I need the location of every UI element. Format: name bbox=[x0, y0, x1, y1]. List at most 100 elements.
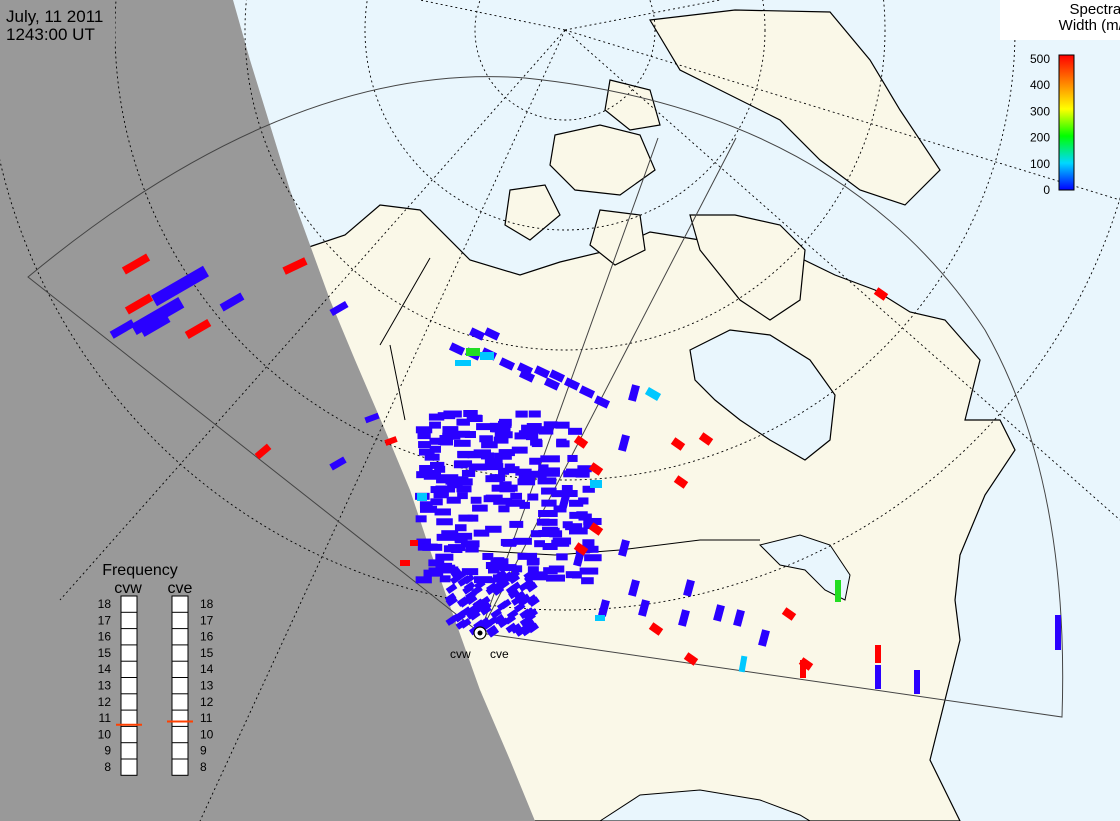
echo-cell bbox=[499, 598, 512, 610]
frequency-number-cvw: 9 bbox=[104, 744, 111, 758]
great-lakes bbox=[759, 534, 851, 601]
radar-echoes bbox=[109, 253, 1061, 694]
echo-cell bbox=[528, 410, 541, 418]
echo-cell bbox=[579, 567, 599, 575]
echo-cell bbox=[515, 410, 528, 418]
echo-cell bbox=[429, 421, 441, 429]
echo-cell bbox=[445, 477, 459, 485]
gulf-coast bbox=[599, 789, 811, 821]
echo-cell bbox=[459, 618, 472, 629]
radar-label-cvw: cvw bbox=[450, 647, 471, 661]
echo-cell bbox=[543, 421, 558, 429]
echo-cell bbox=[437, 412, 456, 420]
greenland bbox=[649, 9, 941, 206]
arctic-island-3 bbox=[589, 209, 646, 266]
frequency-scale-cve bbox=[171, 595, 189, 776]
echo-cell bbox=[523, 607, 535, 618]
frequency-title: Frequency bbox=[102, 562, 178, 579]
echo-cell bbox=[436, 533, 456, 541]
colorbar-tick-label: 0 bbox=[1043, 183, 1050, 197]
echo-cell bbox=[415, 515, 427, 523]
arctic-island-2 bbox=[504, 184, 561, 241]
echo-cell bbox=[551, 490, 567, 498]
echo-cell bbox=[439, 564, 456, 572]
echo-cell bbox=[628, 384, 640, 402]
echo-cell bbox=[445, 583, 458, 594]
echo-cell bbox=[455, 360, 471, 366]
echo-cell bbox=[498, 505, 510, 513]
frequency-label-cvw: cvw bbox=[114, 580, 142, 597]
echo-cell bbox=[511, 595, 523, 606]
echo-cell bbox=[526, 581, 538, 593]
echo-cell bbox=[582, 485, 595, 493]
echo-cell bbox=[463, 573, 475, 585]
frequency-number-cve: 16 bbox=[200, 630, 214, 644]
colorbar-title-line1: Spectral bbox=[1069, 1, 1120, 18]
baffin-island bbox=[689, 214, 806, 321]
echo-cell bbox=[440, 438, 453, 446]
echo-cell bbox=[428, 413, 445, 421]
echo-cell bbox=[483, 495, 500, 503]
frequency-number-cvw: 14 bbox=[98, 662, 112, 676]
frequency-panel: Frequency cvw cve 18 18 17 17 16 16 15 15 14 14 13… bbox=[98, 562, 214, 776]
echo-cell bbox=[457, 492, 468, 500]
echo-cell bbox=[418, 441, 432, 449]
echo-cell bbox=[618, 539, 630, 557]
echo-cell bbox=[435, 553, 454, 561]
echo-cell bbox=[424, 453, 440, 461]
echo-cell bbox=[528, 596, 540, 607]
frequency-number-cve: 12 bbox=[200, 695, 214, 709]
echo-cell bbox=[453, 439, 471, 447]
echo-cell bbox=[465, 545, 479, 553]
echo-cell bbox=[491, 484, 505, 492]
echo-cell bbox=[121, 253, 151, 275]
echo-cell bbox=[479, 435, 493, 443]
echo-cell bbox=[449, 573, 462, 585]
echo-cell bbox=[416, 538, 431, 546]
frequency-number-cve: 10 bbox=[200, 727, 214, 741]
echo-cell bbox=[577, 465, 592, 473]
echo-cell bbox=[493, 436, 509, 444]
echo-cell bbox=[410, 540, 418, 546]
echo-cell bbox=[384, 436, 398, 446]
radar-site-dot bbox=[477, 630, 483, 636]
echo-cell bbox=[436, 518, 453, 526]
frequency-number-cvw: 10 bbox=[98, 727, 112, 741]
echo-cell bbox=[485, 525, 502, 533]
frequency-number-cve: 11 bbox=[200, 711, 213, 725]
echo-cell bbox=[457, 451, 470, 459]
echo-cell bbox=[538, 464, 549, 472]
echo-cell bbox=[463, 581, 476, 592]
echo-cell bbox=[430, 469, 442, 477]
echo-cell bbox=[543, 377, 561, 391]
echo-cell bbox=[506, 609, 519, 620]
echo-cell bbox=[519, 616, 532, 627]
echo-cell bbox=[523, 618, 536, 630]
echo-cell bbox=[329, 456, 347, 471]
echo-cell bbox=[510, 492, 523, 500]
echo-cell bbox=[517, 552, 538, 560]
echo-cell bbox=[415, 426, 433, 434]
echo-cell bbox=[533, 365, 551, 379]
echo-cell bbox=[540, 455, 560, 463]
echo-cell bbox=[439, 575, 451, 583]
echo-cell bbox=[1055, 615, 1061, 650]
echo-cell bbox=[526, 558, 539, 566]
echo-cell bbox=[538, 529, 559, 537]
echo-cell bbox=[417, 493, 427, 501]
echo-cell bbox=[419, 465, 433, 473]
echo-cell bbox=[417, 432, 431, 440]
echo-cell bbox=[875, 645, 881, 663]
echo-cell bbox=[551, 539, 570, 547]
echo-cell bbox=[522, 473, 536, 481]
echo-cell bbox=[800, 660, 806, 678]
echo-cell bbox=[524, 573, 536, 584]
echo-cell bbox=[458, 514, 473, 522]
echo-cell bbox=[569, 511, 584, 519]
echo-cell bbox=[464, 431, 476, 439]
echo-cell bbox=[429, 445, 441, 453]
echo-cell bbox=[490, 608, 503, 619]
echo-cell bbox=[542, 543, 558, 551]
colorbar-gradient bbox=[1058, 54, 1075, 191]
echo-cell bbox=[448, 342, 466, 356]
